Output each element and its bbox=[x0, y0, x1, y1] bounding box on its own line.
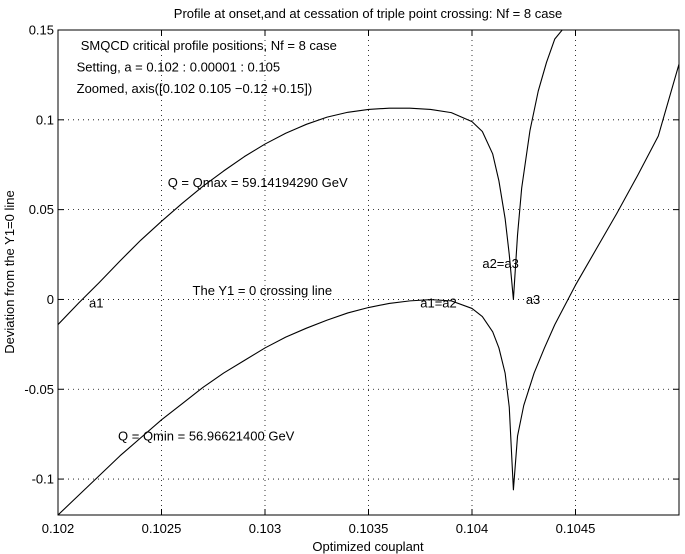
grid bbox=[58, 30, 679, 515]
chart-title: Profile at onset,and at cessation of tri… bbox=[174, 6, 562, 21]
x-tick-label: 0.1025 bbox=[142, 521, 182, 536]
y-tick-label: 0.15 bbox=[29, 23, 54, 38]
y-tick-label: 0 bbox=[47, 292, 54, 307]
annotation-8: a1=a2 bbox=[420, 296, 457, 311]
annotation-7: a1 bbox=[89, 296, 103, 311]
series-line-1 bbox=[58, 30, 563, 325]
y-tick-label: -0.1 bbox=[32, 472, 54, 487]
annotation-4: Q = Qmax = 59.14194290 GeV bbox=[168, 175, 348, 190]
y-tick-label: 0.05 bbox=[29, 202, 54, 217]
x-axis-label: Optimized couplant bbox=[312, 539, 424, 554]
x-tick-label: 0.103 bbox=[249, 521, 282, 536]
annotation-10: a3 bbox=[526, 292, 540, 307]
annotation-5: The Y1 = 0 crossing line bbox=[193, 283, 333, 298]
x-tick-label: 0.1035 bbox=[349, 521, 389, 536]
x-tick-label: 0.102 bbox=[42, 521, 75, 536]
annotations: SMQCD critical profile positions, Nf = 8… bbox=[77, 38, 541, 444]
x-tick-label: 0.1045 bbox=[556, 521, 596, 536]
y-axis-label: Deviation from the Y1=0 line bbox=[2, 190, 17, 353]
annotation-2: Setting, a = 0.102 : 0.00001 : 0.105 bbox=[77, 59, 280, 74]
ticks bbox=[57, 29, 679, 515]
tick-labels: 0.102 0.1025 0.103 0.1035 0.104 0.1045 -0.1 -0.… bbox=[24, 23, 595, 537]
annotation-3: Zoomed, axis([0.102 0.105 −0.12 +0.15]) bbox=[77, 81, 313, 96]
series-line-2 bbox=[58, 63, 679, 515]
y-tick-label: 0.1 bbox=[36, 112, 54, 127]
annotation-6: Q = Qmin = 56.96621400 GeV bbox=[118, 428, 295, 443]
y-tick-label: -0.05 bbox=[24, 382, 54, 397]
x-tick-label: 0.104 bbox=[456, 521, 489, 536]
annotation-9: a2=a3 bbox=[482, 256, 519, 271]
series-group bbox=[58, 30, 679, 515]
annotation-1: SMQCD critical profile positions, Nf = 8… bbox=[81, 38, 337, 53]
